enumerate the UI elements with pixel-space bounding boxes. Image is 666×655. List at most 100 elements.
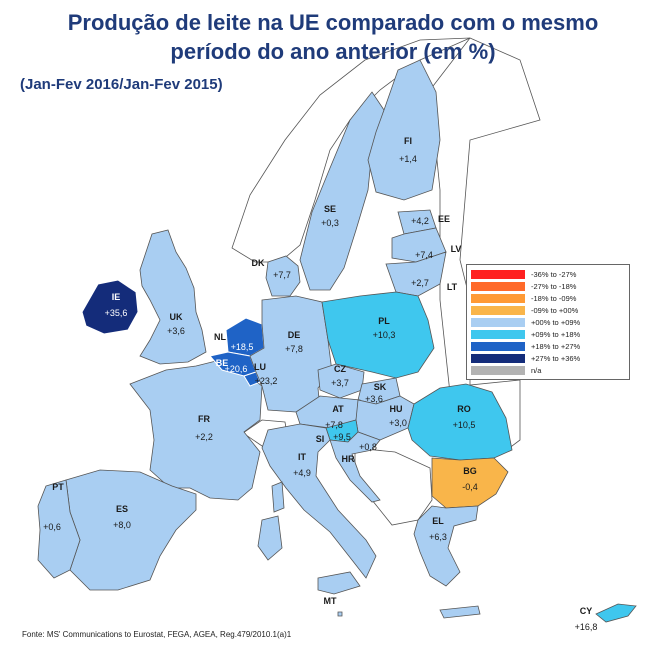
label-code-si: SI [316, 434, 325, 444]
legend-item: -27% to -18% [471, 281, 625, 292]
label-value-se: +0,3 [321, 218, 339, 228]
label-code-cz: CZ [334, 364, 346, 374]
legend-swatch [471, 366, 525, 375]
legend-label: -36% to -27% [531, 270, 577, 279]
legend-item: -09% to +00% [471, 305, 625, 316]
label-code-pl: PL [378, 316, 390, 326]
label-value-bg: -0,4 [462, 482, 478, 492]
title-line-2: período do ano anterior (em %) [170, 39, 496, 64]
label-code-be: BE [216, 358, 229, 368]
legend-swatch [471, 330, 525, 339]
source-note: Fonte: MS' Communications to Eurostat, F… [22, 630, 292, 639]
label-code-lv: LV [451, 244, 462, 254]
country-ro[interactable] [407, 383, 513, 461]
label-value-pt: +0,6 [43, 522, 61, 532]
label-value-fr: +2,2 [195, 432, 213, 442]
label-code-se: SE [324, 204, 336, 214]
label-value-be: +20,6 [225, 364, 248, 374]
label-value-dk: +7,7 [273, 270, 291, 280]
country-pt[interactable] [37, 479, 81, 579]
label-value-ro: +10,5 [453, 420, 476, 430]
country-de[interactable] [249, 295, 333, 413]
legend-swatch [471, 354, 525, 363]
legend-label: +09% to +18% [531, 330, 581, 339]
legend-label: +27% to +36% [531, 354, 581, 363]
country-it[interactable] [261, 423, 377, 579]
label-value-hu: +3,0 [389, 418, 407, 428]
label-value-ee: +4,2 [411, 216, 429, 226]
country-it-sicily[interactable] [317, 571, 361, 595]
label-value-lu: +23,2 [255, 376, 278, 386]
non-eu-russia [429, 37, 541, 456]
legend-label: +00% to +09% [531, 318, 581, 327]
legend-label: +18% to +27% [531, 342, 581, 351]
legend-swatch [471, 270, 525, 279]
label-code-bg: BG [463, 466, 477, 476]
country-fr-corsica[interactable] [271, 481, 285, 513]
country-el[interactable] [413, 505, 479, 587]
title-line-1: Produção de leite na UE comparado com o … [67, 10, 599, 35]
label-code-it: IT [298, 452, 307, 462]
legend-swatch [471, 318, 525, 327]
label-code-cy: CY [580, 606, 593, 616]
label-value-cy: +16,8 [575, 622, 598, 632]
legend-label: -09% to +00% [531, 306, 579, 315]
country-fi[interactable] [367, 59, 441, 201]
legend-swatch [471, 294, 525, 303]
country-es[interactable] [65, 469, 197, 591]
label-value-pl: +10,3 [373, 330, 396, 340]
label-value-el: +6,3 [429, 532, 447, 542]
label-code-ee: EE [438, 214, 450, 224]
label-value-es: +8,0 [113, 520, 131, 530]
label-code-hr: HR [342, 454, 355, 464]
label-value-lv: +7,4 [415, 250, 433, 260]
label-code-fr: FR [198, 414, 210, 424]
country-bg[interactable] [431, 457, 509, 509]
map-legend: -36% to -27% -27% to -18% -18% to -09% -… [466, 264, 630, 380]
country-pl[interactable] [321, 291, 435, 379]
country-cy[interactable] [595, 603, 637, 623]
label-code-el: EL [432, 516, 444, 526]
label-value-nl: +18,5 [231, 342, 254, 352]
label-code-lt: LT [447, 282, 458, 292]
label-value-cz: +3,7 [331, 378, 349, 388]
period-subtitle: (Jan-Fev 2016/Jan-Fev 2015) [20, 76, 223, 93]
label-value-it: +4,9 [293, 468, 311, 478]
legend-item: +09% to +18% [471, 329, 625, 340]
label-value-at: +7,8 [325, 420, 343, 430]
legend-label: n/a [531, 366, 542, 375]
country-dk[interactable] [265, 255, 301, 297]
label-value-hr: +0,8 [359, 442, 377, 452]
label-code-lu: LU [254, 362, 266, 372]
label-value-ie: +35,6 [105, 308, 128, 318]
label-code-ie: IE [112, 292, 121, 302]
label-code-dk: DK [252, 258, 265, 268]
legend-swatch [471, 306, 525, 315]
label-code-at: AT [332, 404, 344, 414]
country-mt[interactable] [337, 611, 343, 617]
label-code-fi: FI [404, 136, 412, 146]
label-code-uk: UK [170, 312, 183, 322]
label-code-hu: HU [390, 404, 403, 414]
label-code-sk: SK [374, 382, 387, 392]
country-it-sardinia[interactable] [257, 515, 283, 561]
country-uk[interactable] [139, 229, 207, 365]
label-code-nl: NL [214, 332, 226, 342]
label-code-pt: PT [52, 482, 64, 492]
label-value-de: +7,8 [285, 344, 303, 354]
label-value-sk: +3,6 [365, 394, 383, 404]
label-value-lt: +2,7 [411, 278, 429, 288]
country-ie[interactable] [81, 279, 139, 335]
country-hr[interactable] [329, 431, 381, 503]
label-code-ro: RO [457, 404, 471, 414]
label-value-fi: +1,4 [399, 154, 417, 164]
legend-item: +18% to +27% [471, 341, 625, 352]
legend-item: +00% to +09% [471, 317, 625, 328]
legend-label: -27% to -18% [531, 282, 577, 291]
legend-swatch [471, 342, 525, 351]
label-code-es: ES [116, 504, 128, 514]
country-el-crete[interactable] [439, 605, 481, 619]
label-code-mt: MT [324, 596, 337, 606]
